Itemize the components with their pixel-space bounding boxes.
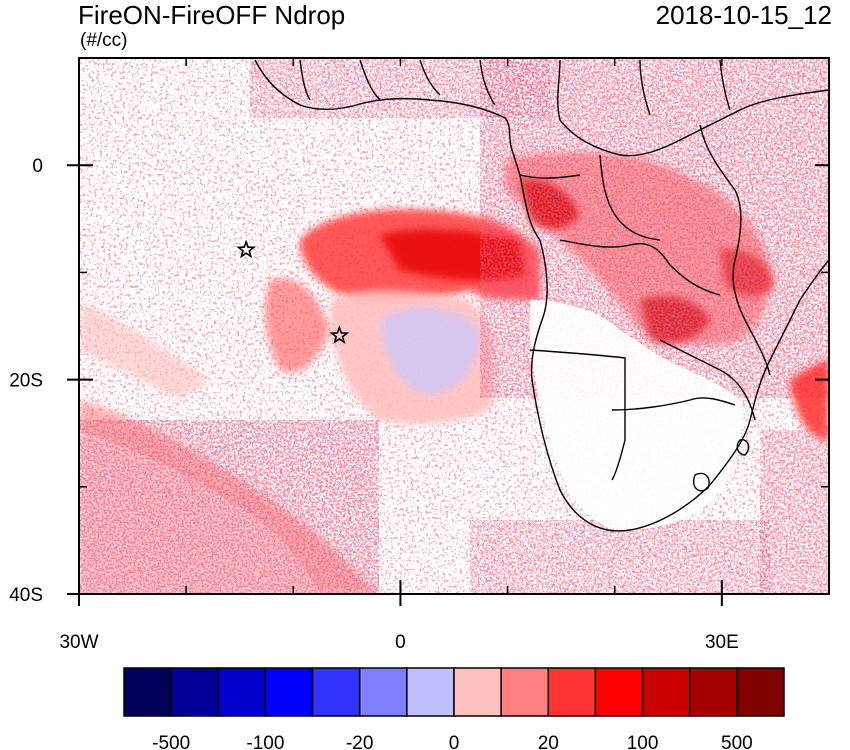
- colorbar-label: 0: [449, 733, 460, 750]
- colorbar-swatch: [170, 667, 220, 717]
- colorbar-label: 20: [538, 733, 559, 750]
- units-label: (#/cc): [80, 30, 128, 51]
- x-tick-label: 30E: [705, 632, 739, 653]
- colorbar-swatch: [641, 667, 691, 717]
- colorbar-swatch: [217, 667, 267, 717]
- plot-title: FireON-FireOFF Ndrop: [78, 0, 346, 30]
- star-marker: [236, 239, 257, 259]
- colorbar-label: -100: [246, 733, 284, 750]
- colorbar: -500 -100 -20 0 20 100 500: [123, 667, 785, 750]
- y-tick-label: 20S: [9, 371, 43, 392]
- colorbar-swatch: [688, 667, 738, 717]
- y-tick-label: 40S: [9, 585, 43, 606]
- colorbar-swatch: [123, 667, 172, 717]
- x-tick-label: 30W: [59, 632, 98, 653]
- ndrop-field: [79, 58, 829, 594]
- colorbar-swatch: [264, 667, 314, 717]
- x-tick-label: 0: [395, 632, 406, 653]
- map-frame: [78, 57, 830, 595]
- colorbar-swatch: [547, 667, 597, 717]
- coastlines: [254, 59, 829, 532]
- colorbar-label: 500: [721, 733, 753, 750]
- star-marker: [329, 325, 350, 344]
- colorbar-swatch: [311, 667, 361, 717]
- y-tick-label: 0: [32, 156, 43, 177]
- colorbar-swatch: [453, 667, 502, 717]
- colorbar-label: -20: [346, 733, 373, 750]
- colorbar-swatch: [500, 667, 550, 717]
- colorbar-swatch: [736, 667, 785, 717]
- axis-ticks: 30W 0 30E 0 20S 40S: [9, 57, 830, 653]
- colorbar-swatch: [594, 667, 644, 717]
- colorbar-label: -500: [152, 733, 190, 750]
- colorbar-swatch: [358, 667, 408, 717]
- station-markers: [236, 239, 350, 344]
- colorbar-label: 100: [627, 733, 659, 750]
- colorbar-swatch: [406, 667, 455, 717]
- datetime-label: 2018-10-15_12: [655, 0, 832, 30]
